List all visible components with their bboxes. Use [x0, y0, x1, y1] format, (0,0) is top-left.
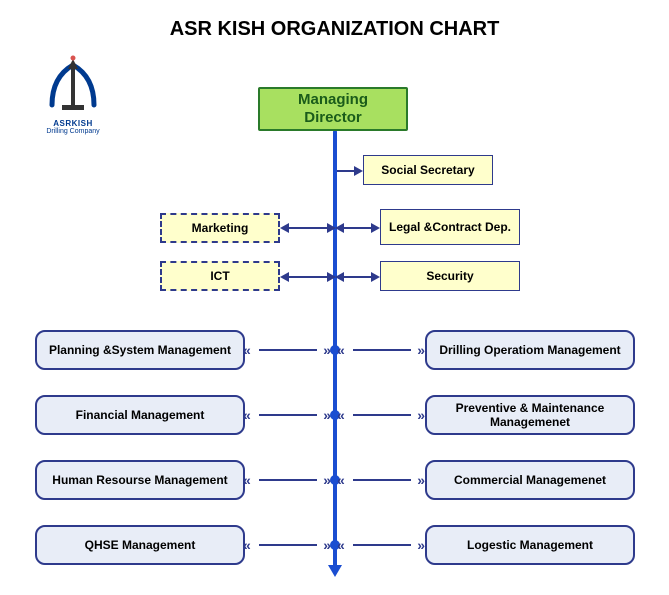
- dept-conn-left-2: «»: [245, 474, 331, 486]
- conn-row2-right: [341, 276, 372, 278]
- dept-conn-right-0: «»: [339, 344, 425, 356]
- conn-row2-left: [288, 276, 329, 278]
- dept-right-3: Logestic Management: [425, 525, 635, 565]
- conn-row2-left-al: [280, 272, 289, 282]
- dept-conn-left-3: «»: [245, 539, 331, 551]
- dept-conn-right-3: «»: [339, 539, 425, 551]
- dept-left-2: Human Resourse Management: [35, 460, 245, 500]
- dept-conn-left-1: «»: [245, 409, 331, 421]
- conn-row2-right-ar: [371, 272, 380, 282]
- dept-conn-right-2: «»: [339, 474, 425, 486]
- org-chart-canvas: Managing Director Social Secretary Market…: [0, 0, 669, 595]
- conn-social: [337, 170, 355, 172]
- conn-row1-left: [288, 227, 329, 229]
- dept-right-2: Commercial Managemenet: [425, 460, 635, 500]
- dept-right-1: Preventive & Maintenance Managemenet: [425, 395, 635, 435]
- marketing-box: Marketing: [160, 213, 280, 243]
- dept-right-0: Drilling Operatiom Management: [425, 330, 635, 370]
- conn-row1-left-al: [280, 223, 289, 233]
- dept-left-1: Financial Management: [35, 395, 245, 435]
- chart-spine-arrow: [328, 565, 342, 577]
- social-box: Social Secretary: [363, 155, 493, 185]
- conn-row2-right-al: [335, 272, 344, 282]
- dept-conn-left-0: «»: [245, 344, 331, 356]
- ict-box: ICT: [160, 261, 280, 291]
- conn-row1-right: [341, 227, 372, 229]
- dept-left-0: Planning &System Management: [35, 330, 245, 370]
- conn-row1-right-ar: [371, 223, 380, 233]
- dept-left-3: QHSE Management: [35, 525, 245, 565]
- legal-box: Legal &Contract Dep.: [380, 209, 520, 245]
- security-box: Security: [380, 261, 520, 291]
- managing-director-box: Managing Director: [258, 87, 408, 131]
- conn-row1-right-al: [335, 223, 344, 233]
- conn-social-arrow: [354, 166, 363, 176]
- dept-conn-right-1: «»: [339, 409, 425, 421]
